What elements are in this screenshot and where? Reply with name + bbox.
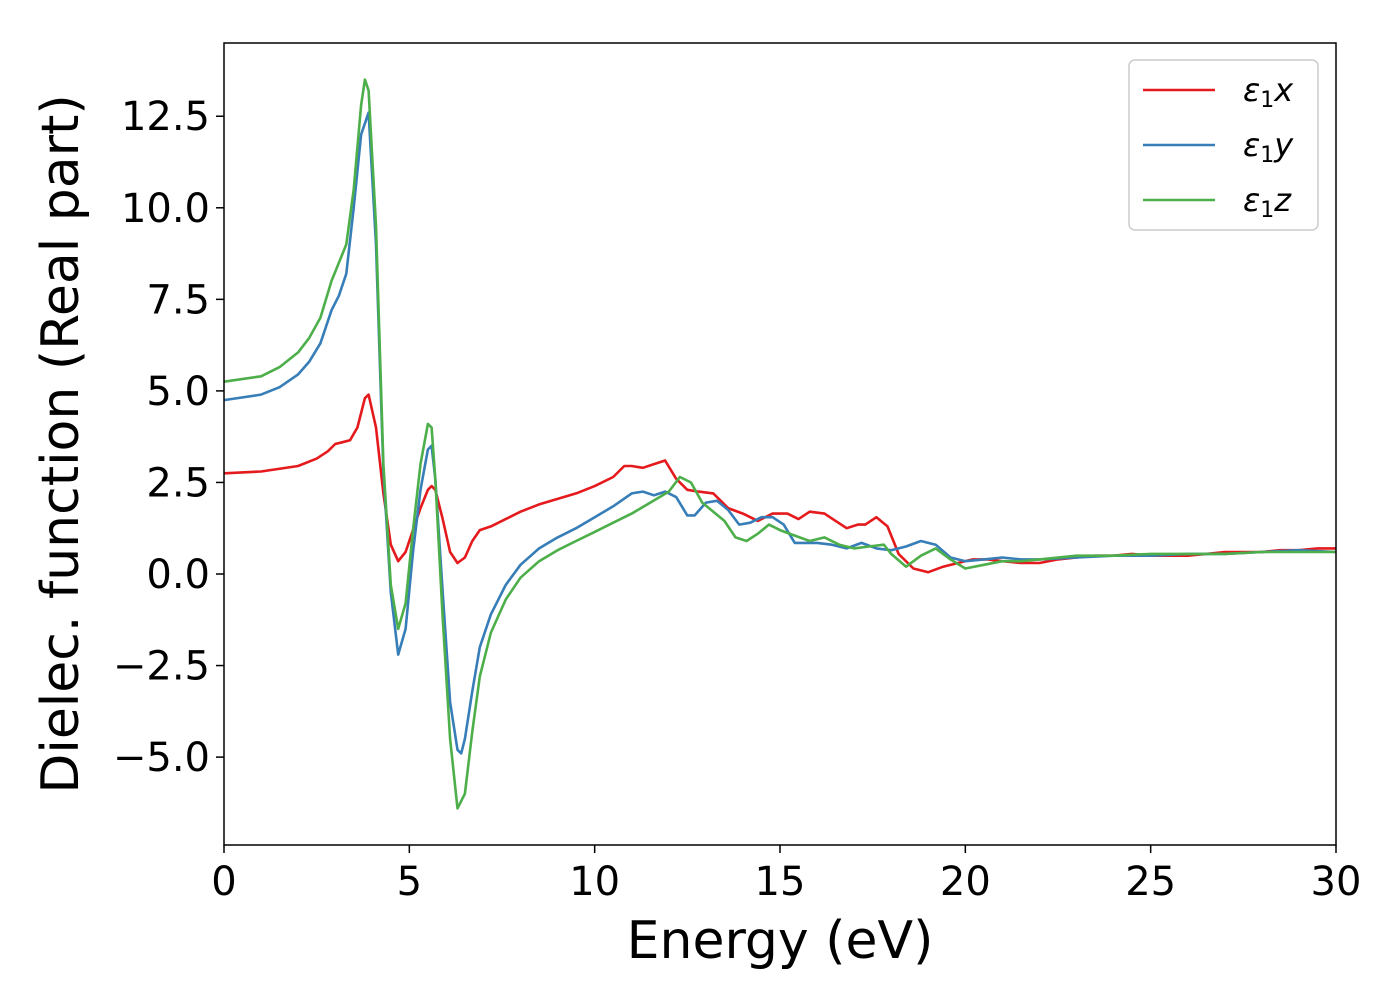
x-tick-label: 30 xyxy=(1311,859,1362,905)
legend-label-y: ε1y xyxy=(1243,126,1294,168)
y-axis-title: Dielec. function (Real part) xyxy=(31,94,91,793)
y-axis: −5.0 −2.5 0.0 2.5 5.0 7.5 10.0 12.5 xyxy=(113,94,224,781)
legend-component: x xyxy=(1273,71,1294,109)
x-tick-label: 15 xyxy=(755,859,806,905)
y-tick-label: −2.5 xyxy=(113,644,210,690)
x-axis-title: Energy (eV) xyxy=(627,911,934,971)
legend-box xyxy=(1128,59,1319,231)
series-layer xyxy=(223,78,1337,810)
legend-subscript: 1 xyxy=(1260,88,1274,113)
y-tick-label: 2.5 xyxy=(146,460,210,506)
x-tick-label: 10 xyxy=(569,859,620,905)
legend-label-x: ε1x xyxy=(1243,71,1294,113)
y-tick-label: 5.0 xyxy=(146,369,210,415)
series-line-z xyxy=(223,78,1336,810)
legend-epsilon: ε xyxy=(1243,126,1260,164)
x-tick-label: 0 xyxy=(211,859,236,905)
series-line-x xyxy=(223,393,1336,574)
legend-component: z xyxy=(1273,181,1292,219)
legend-label-z: ε1z xyxy=(1243,181,1292,223)
y-tick-label: 10.0 xyxy=(121,186,210,232)
legend-component: y xyxy=(1273,126,1294,164)
legend-epsilon: ε xyxy=(1243,181,1260,219)
y-tick-label: 12.5 xyxy=(121,94,210,140)
x-tick-label: 20 xyxy=(940,859,991,905)
legend-subscript: 1 xyxy=(1260,143,1274,168)
x-axis: 0 5 10 15 20 25 30 xyxy=(211,845,1361,905)
y-tick-label: 0.0 xyxy=(146,552,210,598)
y-tick-label: 7.5 xyxy=(146,277,210,323)
x-tick-label: 25 xyxy=(1125,859,1176,905)
legend-subscript: 1 xyxy=(1260,198,1274,223)
legend-epsilon: ε xyxy=(1243,71,1260,109)
y-tick-label: −5.0 xyxy=(113,735,210,781)
x-tick-label: 5 xyxy=(397,859,422,905)
